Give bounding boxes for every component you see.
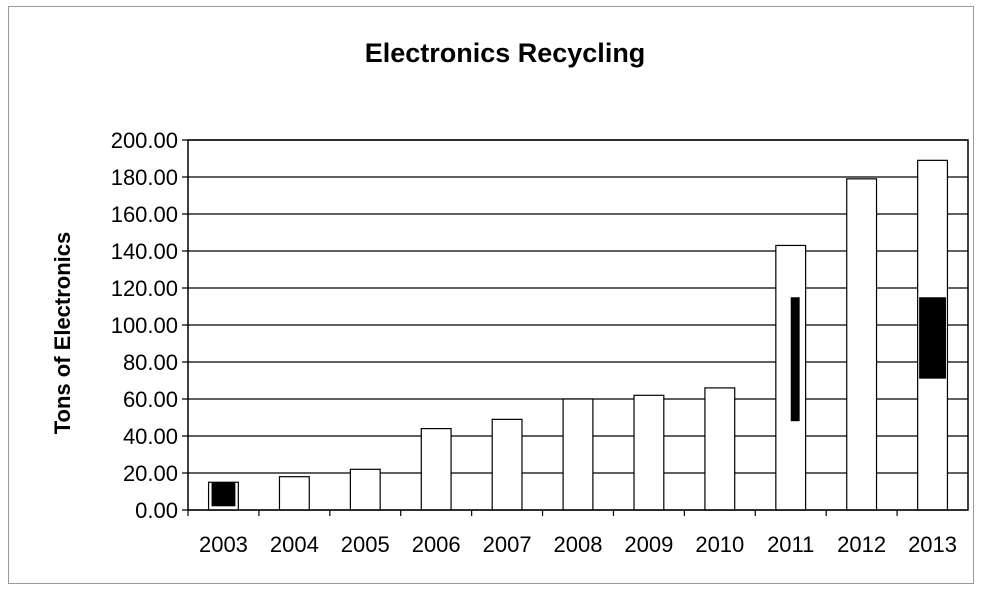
bar-2012 [846,178,878,511]
y-tick-label: 160.00 [111,202,178,227]
bar-2004 [278,476,310,511]
bar-2009 [633,394,665,511]
y-tick-label: 180.00 [111,165,178,190]
bars [207,159,949,511]
bar-2006 [420,428,452,511]
scan-artifact-patch [790,297,800,422]
x-tick-label: 2004 [270,532,319,557]
y-tick-labels: 0.00 20.00 40.00 60.00 80.00 100.00 120.00 140.… [111,128,178,523]
x-tick-labels: 2003 2004 2005 2006 2007 2008 2009 2010 2011 2012… [187,510,957,557]
scan-artifact-patch [919,297,946,379]
y-tick-label: 0.00 [135,498,178,523]
y-tick-label: 140.00 [111,239,178,264]
y-tick-label: 20.00 [123,461,178,486]
bar-2005 [349,468,381,511]
x-tick-label: 2007 [483,532,532,557]
plot-area [187,139,969,511]
x-tick-label: 2009 [624,532,673,557]
bar-2010 [704,387,736,511]
chart-title: Electronics Recycling [364,38,646,68]
scan-artifact-patch [211,482,236,507]
bar-2008 [562,398,594,511]
y-tick-label: 200.00 [111,128,178,153]
y-tick-label: 120.00 [111,276,178,301]
chart-frame [8,6,974,584]
bar-2007 [491,418,523,511]
x-tick-label: 2010 [695,532,744,557]
x-tick-label: 2012 [837,532,886,557]
y-tick-label: 100.00 [111,313,178,338]
y-tick-label: 80.00 [123,350,178,375]
y-tick-label: 40.00 [123,424,178,449]
y-tick-label: 60.00 [123,387,178,412]
x-tick-label: 2006 [412,532,461,557]
x-tick-label: 2013 [908,532,957,557]
x-tick-label: 2005 [341,532,390,557]
x-tick-label: 2011 [767,532,814,557]
x-tick-label: 2003 [199,532,248,557]
y-axis-label: Tons of Electronics [50,232,75,435]
x-tick-label: 2008 [554,532,603,557]
